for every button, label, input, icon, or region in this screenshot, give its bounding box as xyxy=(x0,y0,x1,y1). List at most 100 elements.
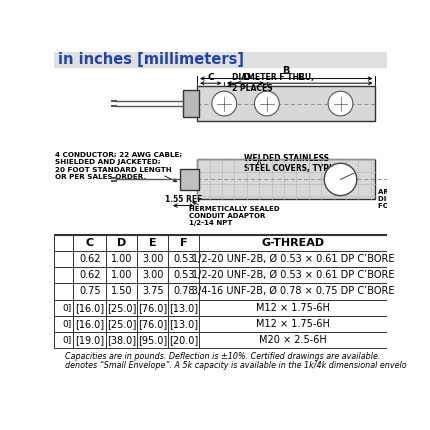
Text: 0.78: 0.78 xyxy=(173,286,195,296)
Text: [16.0]: [16.0] xyxy=(75,303,104,313)
Text: M20 × 2.5-6H: M20 × 2.5-6H xyxy=(259,335,327,345)
Bar xyxy=(180,169,199,190)
Text: [13.0]: [13.0] xyxy=(169,303,199,313)
Bar xyxy=(73,332,107,348)
Bar xyxy=(73,267,107,283)
Text: C: C xyxy=(207,73,214,82)
Bar xyxy=(54,332,73,348)
Text: DIAMETER F THRU,
2 PLACES: DIAMETER F THRU, 2 PLACES xyxy=(232,73,314,92)
Bar xyxy=(169,332,200,348)
Text: 1.00: 1.00 xyxy=(111,254,132,264)
Circle shape xyxy=(324,163,357,196)
Text: M12 × 1.75-6H: M12 × 1.75-6H xyxy=(256,303,330,313)
Text: C: C xyxy=(86,238,94,248)
Bar xyxy=(107,251,138,267)
Bar xyxy=(138,300,169,316)
Bar xyxy=(200,283,387,300)
Text: 0.62: 0.62 xyxy=(79,254,101,264)
Text: ARROW INDICAT
DIRECTION OF L
FOR POSITIVE PO: ARROW INDICAT DIRECTION OF L FOR POSITIV… xyxy=(378,189,430,209)
Bar xyxy=(73,235,107,251)
Text: 0.75: 0.75 xyxy=(79,286,101,296)
Bar xyxy=(138,235,169,251)
Text: [95.0]: [95.0] xyxy=(138,335,168,345)
Text: [16.0]: [16.0] xyxy=(75,319,104,329)
Text: 1/2-20 UNF-2B, Ø 0.53 × 0.61 DP C’BORE: 1/2-20 UNF-2B, Ø 0.53 × 0.61 DP C’BORE xyxy=(192,254,394,264)
Text: denotes “Small Envelope”. A 5k capacity is available in the 1k/4k dimensional en: denotes “Small Envelope”. A 5k capacity … xyxy=(55,361,407,370)
Text: WELDED STAINLESS
STEEL COVERS, TYPICAL: WELDED STAINLESS STEEL COVERS, TYPICAL xyxy=(244,154,348,173)
Bar xyxy=(138,316,169,332)
Bar xyxy=(200,300,387,316)
Bar xyxy=(54,267,73,283)
Bar xyxy=(169,283,200,300)
Bar xyxy=(107,300,138,316)
Bar xyxy=(138,332,169,348)
Circle shape xyxy=(212,91,237,116)
Bar xyxy=(54,52,387,67)
Text: 3.00: 3.00 xyxy=(142,254,164,264)
Text: 1.00: 1.00 xyxy=(111,270,132,280)
Text: E: E xyxy=(297,73,303,82)
Bar xyxy=(200,267,387,283)
Text: [19.0]: [19.0] xyxy=(75,335,104,345)
Text: [25.0]: [25.0] xyxy=(107,319,137,329)
Bar xyxy=(54,235,73,251)
Text: [76.0]: [76.0] xyxy=(138,319,168,329)
Bar xyxy=(200,316,387,332)
Bar xyxy=(73,300,107,316)
Text: [76.0]: [76.0] xyxy=(138,303,168,313)
Bar xyxy=(54,251,73,267)
Bar xyxy=(73,316,107,332)
Text: F: F xyxy=(180,238,188,248)
Text: 1/2-20 UNF-2B, Ø 0.53 × 0.61 DP C’BORE: 1/2-20 UNF-2B, Ø 0.53 × 0.61 DP C’BORE xyxy=(192,270,394,280)
Text: E: E xyxy=(149,238,157,248)
Text: 4 CONDUCTOR; 22 AWG CABLE;
SHIELDED AND JACKETED;
20 FOOT STANDARD LENGTH
OR PER: 4 CONDUCTOR; 22 AWG CABLE; SHIELDED AND … xyxy=(55,152,183,180)
Text: Capacities are in pounds. Deflection is ±10%. Certified drawings are available.: Capacities are in pounds. Deflection is … xyxy=(55,352,381,361)
Bar xyxy=(169,316,200,332)
Text: [13.0]: [13.0] xyxy=(169,319,199,329)
Circle shape xyxy=(328,91,353,116)
Text: D: D xyxy=(117,238,126,248)
Bar xyxy=(169,251,200,267)
Bar xyxy=(73,251,107,267)
Text: [25.0]: [25.0] xyxy=(107,303,137,313)
Bar xyxy=(107,316,138,332)
Bar xyxy=(183,90,199,117)
Text: 0.53: 0.53 xyxy=(173,254,195,264)
Bar xyxy=(54,316,73,332)
Bar xyxy=(197,160,375,200)
Text: [20.0]: [20.0] xyxy=(169,335,199,345)
Text: D: D xyxy=(242,73,249,82)
Text: 1.50: 1.50 xyxy=(111,286,133,296)
Bar xyxy=(138,267,169,283)
Bar xyxy=(197,86,375,121)
Text: 3.00: 3.00 xyxy=(142,270,164,280)
Text: 0]: 0] xyxy=(62,335,71,344)
Bar xyxy=(54,283,73,300)
Bar xyxy=(138,251,169,267)
Bar xyxy=(200,235,387,251)
Text: 3/4-16 UNF-2B, Ø 0.78 × 0.75 DP C’BORE: 3/4-16 UNF-2B, Ø 0.78 × 0.75 DP C’BORE xyxy=(192,286,394,296)
Bar xyxy=(107,267,138,283)
Text: HERMETICALLY SEALED
CONDUIT ADAPTOR
1/2-14 NPT: HERMETICALLY SEALED CONDUIT ADAPTOR 1/2-… xyxy=(189,206,280,226)
Text: [38.0]: [38.0] xyxy=(108,335,136,345)
Bar xyxy=(73,283,107,300)
Text: 0.62: 0.62 xyxy=(79,270,101,280)
Bar xyxy=(138,283,169,300)
Text: G-THREAD: G-THREAD xyxy=(262,238,325,248)
Text: 0]: 0] xyxy=(62,319,71,328)
Bar xyxy=(54,300,73,316)
Text: 1.55 REF: 1.55 REF xyxy=(165,195,203,204)
Text: 0.53: 0.53 xyxy=(173,270,195,280)
Circle shape xyxy=(255,91,279,116)
Text: in inches [millimeters]: in inches [millimeters] xyxy=(58,52,244,67)
Bar xyxy=(107,332,138,348)
Bar xyxy=(200,332,387,348)
Text: 3.75: 3.75 xyxy=(142,286,164,296)
Bar xyxy=(200,251,387,267)
Text: M12 × 1.75-6H: M12 × 1.75-6H xyxy=(256,319,330,329)
Text: 0]: 0] xyxy=(62,303,71,312)
Bar xyxy=(169,235,200,251)
Bar xyxy=(169,267,200,283)
Bar xyxy=(107,283,138,300)
Bar xyxy=(169,300,200,316)
